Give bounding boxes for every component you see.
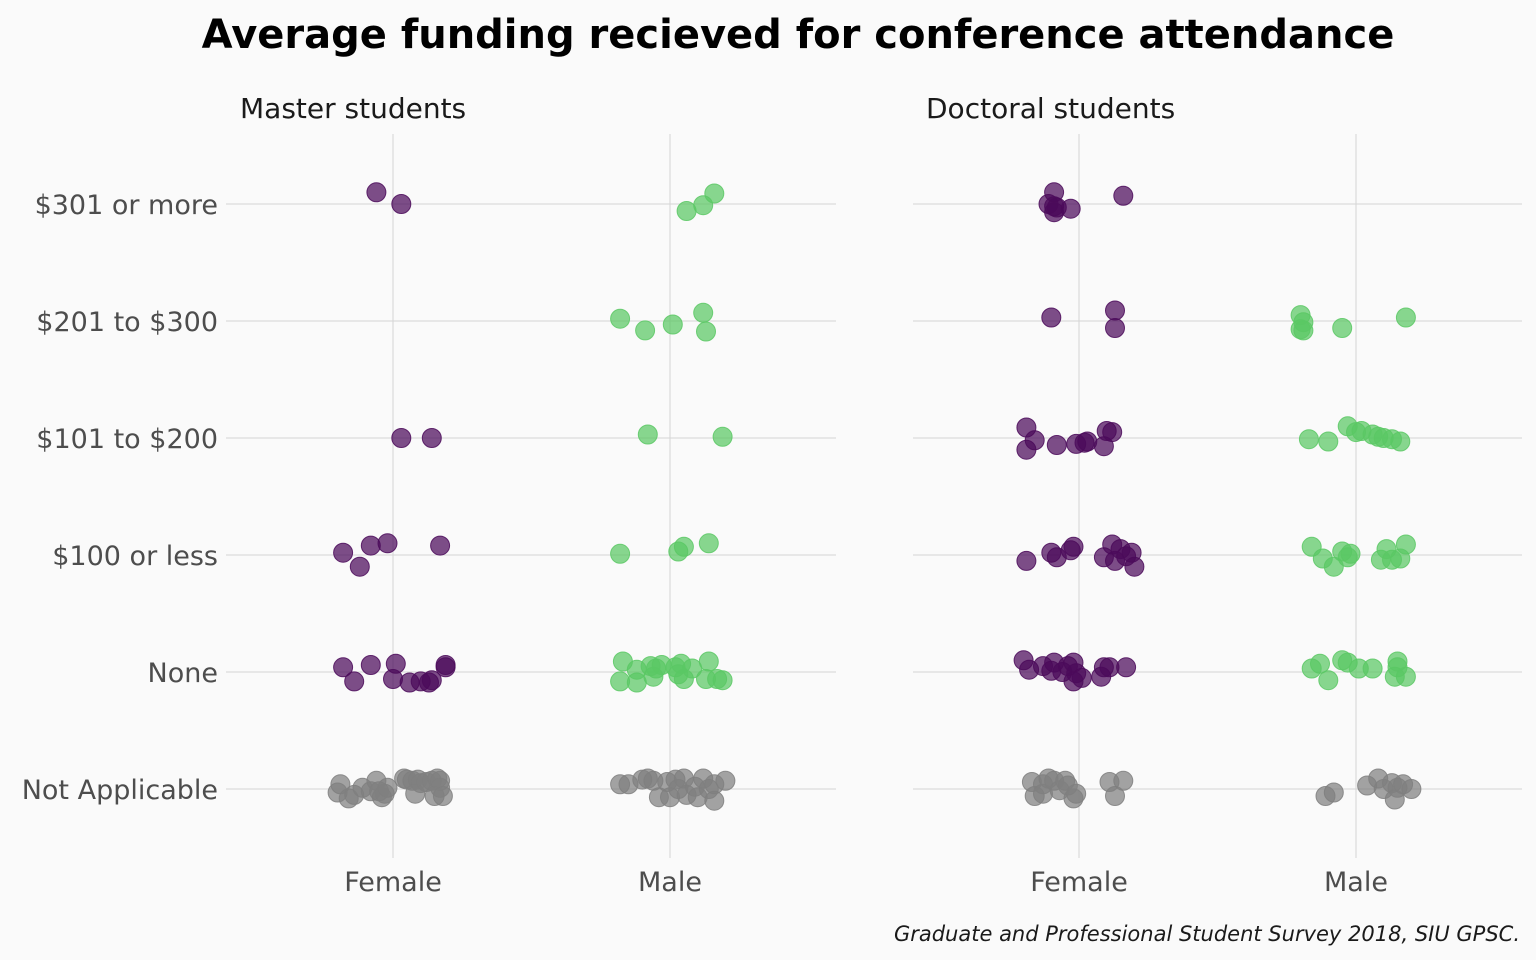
- point-female-101-to-200: [1077, 431, 1098, 452]
- panel-title-doctoral: Doctoral students: [926, 92, 1175, 125]
- point-male-201-to-300: [1395, 307, 1416, 328]
- point-female-101-to-200: [1102, 422, 1123, 443]
- panel-master: Master students Female Male: [226, 92, 836, 898]
- point-male-not-applicable: [1384, 789, 1405, 810]
- point-male-100-or-less: [1395, 534, 1416, 555]
- point-female-not-applicable: [1105, 786, 1125, 806]
- x-tick-male: Male: [638, 867, 702, 898]
- point-female-201-to-300: [1105, 318, 1125, 338]
- point-male-not-applicable: [704, 790, 725, 811]
- point-female-none: [333, 657, 354, 678]
- point-male-101-to-200: [1390, 431, 1411, 452]
- point-male-none: [1362, 658, 1383, 679]
- point-female-none: [1066, 663, 1087, 684]
- point-female-not-applicable: [1066, 783, 1087, 804]
- x-tick-female: Female: [344, 867, 442, 898]
- point-female-101-to-200: [391, 428, 412, 448]
- point-female-100-or-less: [1016, 550, 1037, 571]
- point-female-100-or-less: [349, 556, 370, 577]
- point-female-301-or-more: [391, 194, 412, 214]
- x-axis-master: Female Male: [344, 867, 702, 898]
- point-female-100-or-less: [430, 535, 451, 556]
- x-tick-male: Male: [1324, 867, 1388, 898]
- point-male-101-to-200: [1318, 431, 1339, 452]
- y-tick-none: None: [148, 658, 218, 689]
- chart-title: Average funding recieved for conference …: [202, 12, 1395, 58]
- point-male-100-or-less: [610, 543, 631, 564]
- point-female-none: [421, 670, 442, 691]
- point-male-201-to-300: [696, 321, 716, 342]
- point-female-201-to-300: [1105, 300, 1125, 321]
- point-female-none: [385, 653, 406, 674]
- point-female-101-to-200: [421, 428, 442, 448]
- point-male-101-to-200: [1298, 429, 1319, 450]
- point-female-301-or-more: [366, 182, 387, 203]
- point-male-100-or-less: [1340, 543, 1361, 564]
- point-male-not-applicable: [1401, 779, 1422, 799]
- point-female-none: [360, 655, 381, 675]
- point-female-none: [435, 655, 456, 675]
- point-female-none: [344, 671, 365, 692]
- panel-title-master: Master students: [240, 92, 466, 125]
- point-male-none: [1395, 666, 1416, 687]
- point-male-100-or-less: [1323, 556, 1344, 577]
- point-male-none: [698, 651, 719, 672]
- y-tick-201-to-300: $201 to $300: [36, 307, 218, 338]
- point-male-none: [1318, 670, 1339, 691]
- point-male-none: [712, 670, 733, 691]
- point-female-100-or-less: [1063, 536, 1084, 557]
- point-female-101-to-200: [1046, 435, 1067, 455]
- point-male-100-or-less: [698, 533, 719, 554]
- point-male-101-to-200: [637, 424, 658, 445]
- panel-doctoral: Doctoral students Female Male: [913, 92, 1522, 898]
- point-male-not-applicable: [715, 770, 736, 791]
- chart-caption: Graduate and Professional Student Survey…: [894, 922, 1520, 946]
- point-female-100-or-less: [377, 533, 398, 554]
- point-female-301-or-more: [1060, 198, 1081, 219]
- point-female-100-or-less: [333, 542, 354, 563]
- points-master: [327, 182, 736, 811]
- point-male-201-to-300: [1332, 318, 1353, 338]
- gridlines-master: [226, 134, 836, 858]
- point-male-201-to-300: [662, 314, 683, 335]
- point-male-301-or-more: [704, 183, 725, 204]
- point-male-101-to-200: [712, 426, 733, 447]
- point-female-not-applicable: [377, 777, 398, 798]
- point-male-201-to-300: [693, 302, 714, 323]
- y-tick-301-or-more: $301 or more: [35, 190, 218, 221]
- point-female-100-or-less: [1124, 556, 1145, 577]
- points-doctoral: [1013, 182, 1422, 810]
- point-female-none: [1116, 657, 1137, 678]
- y-tick-100-or-less: $100 or less: [52, 541, 218, 572]
- point-female-301-or-more: [1113, 185, 1134, 206]
- point-male-201-to-300: [1290, 319, 1311, 340]
- gridlines-doctoral: [913, 134, 1522, 858]
- x-axis-doctoral: Female Male: [1030, 867, 1388, 898]
- point-male-not-applicable: [1323, 782, 1344, 803]
- point-male-201-to-300: [610, 308, 631, 329]
- point-male-100-or-less: [673, 536, 694, 557]
- point-female-not-applicable: [1113, 770, 1134, 791]
- x-tick-female: Female: [1030, 867, 1128, 898]
- point-female-101-to-200: [1016, 439, 1037, 460]
- point-male-none: [610, 671, 631, 692]
- point-female-100-or-less: [360, 535, 381, 556]
- y-tick-not-applicable: Not Applicable: [22, 775, 218, 806]
- point-male-201-to-300: [635, 320, 656, 341]
- point-male-none: [1310, 653, 1330, 674]
- y-tick-101-to-200: $101 to $200: [36, 424, 218, 455]
- point-female-not-applicable: [432, 786, 453, 806]
- y-axis: $301 or more $201 to $300 $101 to $200 $100…: [22, 190, 218, 806]
- point-female-201-to-300: [1041, 307, 1062, 328]
